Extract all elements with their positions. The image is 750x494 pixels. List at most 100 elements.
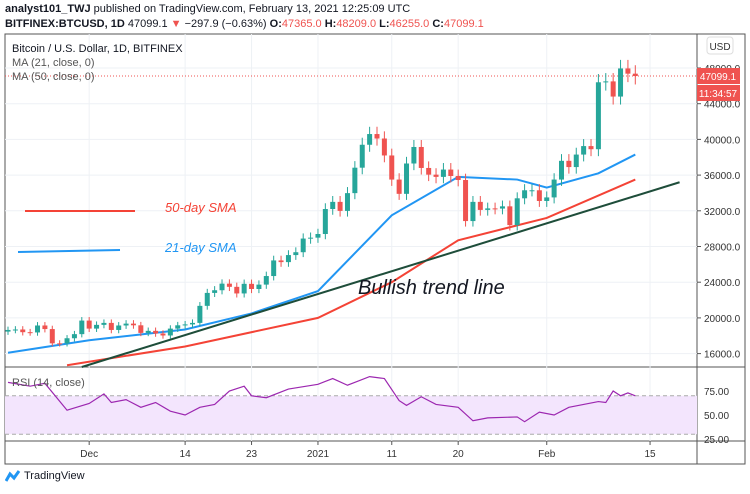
x-tick-label: 20 xyxy=(453,449,465,460)
candle-body xyxy=(12,329,18,331)
candle-body xyxy=(381,138,387,156)
candle-body xyxy=(167,328,173,336)
candle-body xyxy=(241,283,247,294)
author[interactable]: analyst101_TWJ xyxy=(5,3,91,15)
currency-label: USD xyxy=(709,42,730,53)
candle-body xyxy=(116,325,122,330)
candle-body xyxy=(455,175,461,181)
candle-body xyxy=(101,322,107,325)
legend-ma21[interactable]: MA (21, close, 0) xyxy=(12,57,95,69)
candle-body xyxy=(433,174,439,177)
candle-body xyxy=(581,146,587,155)
tradingview-logo[interactable]: TradingView xyxy=(5,470,85,482)
y-tick-label: 40000.0 xyxy=(704,135,741,146)
last-price-tag xyxy=(697,68,740,84)
candle-body xyxy=(256,284,262,289)
candle-body xyxy=(79,320,85,335)
rsi-tick-label: 25.00 xyxy=(704,435,729,446)
candle-body xyxy=(278,260,284,263)
candle-body xyxy=(470,201,476,222)
candle-body xyxy=(529,190,535,192)
candle-body xyxy=(57,343,63,345)
rsi-tick-label: 50.00 xyxy=(704,411,729,422)
symbol: BITFINEX:BTCUSD, 1D xyxy=(5,18,125,30)
candle-body xyxy=(271,260,277,277)
candle-body xyxy=(86,320,92,329)
candle-body xyxy=(27,332,33,334)
close: 47099.1 xyxy=(443,18,484,30)
down-arrow-icon: ▼ xyxy=(170,18,182,30)
candle-body xyxy=(618,68,624,97)
open: 47365.0 xyxy=(281,18,322,30)
candle-body xyxy=(440,169,446,177)
last-price-tag-text: 47099.1 xyxy=(700,72,737,83)
candle-body xyxy=(94,324,100,329)
sma21-annotation: 21-day SMA xyxy=(164,240,237,255)
candle-body xyxy=(551,179,557,198)
candle-body xyxy=(138,325,144,333)
chart-frame xyxy=(4,33,746,465)
change: −297.9 (−0.63%) xyxy=(184,18,267,30)
countdown-text: 11:34:57 xyxy=(699,89,738,100)
candle-body xyxy=(573,154,579,168)
countdown-tag xyxy=(697,85,740,101)
candle-body xyxy=(463,180,469,222)
y-tick-label: 32000.0 xyxy=(704,207,741,218)
x-tick-label: 11 xyxy=(387,449,398,460)
candle-body xyxy=(226,283,232,287)
l-label: L: xyxy=(379,18,390,30)
candle-body xyxy=(308,237,314,239)
publish-info: analyst101_TWJ published on TradingView.… xyxy=(5,3,410,15)
trend-line xyxy=(81,181,680,368)
rsi-line xyxy=(7,375,636,423)
candle-body xyxy=(160,333,166,336)
candle-body xyxy=(35,325,41,333)
candle-body xyxy=(322,209,328,235)
candle-body xyxy=(595,82,601,150)
currency-button[interactable] xyxy=(706,36,734,55)
candle-body xyxy=(153,330,159,334)
brand-text: TradingView xyxy=(24,470,85,482)
ma50-line xyxy=(66,178,636,367)
legend-rsi[interactable]: RSI (14, close) xyxy=(12,377,85,389)
legend-ma50[interactable]: MA (50, close, 0) xyxy=(12,71,95,83)
candle-body xyxy=(507,206,513,226)
candle-body xyxy=(448,169,454,176)
h-label: H: xyxy=(324,18,337,30)
candle-body xyxy=(404,163,410,194)
candle-body xyxy=(499,206,505,209)
x-tick-label: Feb xyxy=(538,449,556,460)
candle-body xyxy=(293,252,299,256)
candle-body xyxy=(212,290,218,293)
candle-body xyxy=(5,329,11,332)
legend-title: Bitcoin / U.S. Dollar, 1D, BITFINEX xyxy=(12,43,183,55)
y-tick-label: 28000.0 xyxy=(704,243,741,254)
candle-body xyxy=(418,146,424,168)
candle-body xyxy=(249,283,255,289)
candle-body xyxy=(234,286,240,294)
candle-body xyxy=(337,201,343,211)
x-tick-label: 23 xyxy=(246,449,258,460)
x-tick-label: Dec xyxy=(80,449,98,460)
candle-body xyxy=(559,160,564,180)
tradingview-logo-icon xyxy=(5,470,21,482)
candle-body xyxy=(300,238,306,253)
candle-body xyxy=(263,276,269,285)
rsi-band xyxy=(5,395,697,435)
candle-body xyxy=(426,167,432,175)
candle-body xyxy=(566,160,572,168)
candle-body xyxy=(145,330,151,333)
candle-body xyxy=(197,305,203,323)
sma50-annotation: 50-day SMA xyxy=(165,200,237,215)
candle-body xyxy=(344,193,350,211)
candle-body xyxy=(42,325,48,330)
candle-body xyxy=(625,68,631,74)
symbol-info: BITFINEX:BTCUSD, 1D 47099.1 ▼ −297.9 (−0… xyxy=(5,18,484,30)
o-label: O: xyxy=(269,18,282,30)
sma21-label-line xyxy=(17,249,121,253)
x-tick-label: 15 xyxy=(644,449,656,460)
candle-body xyxy=(175,325,181,329)
candle-body xyxy=(359,144,365,168)
